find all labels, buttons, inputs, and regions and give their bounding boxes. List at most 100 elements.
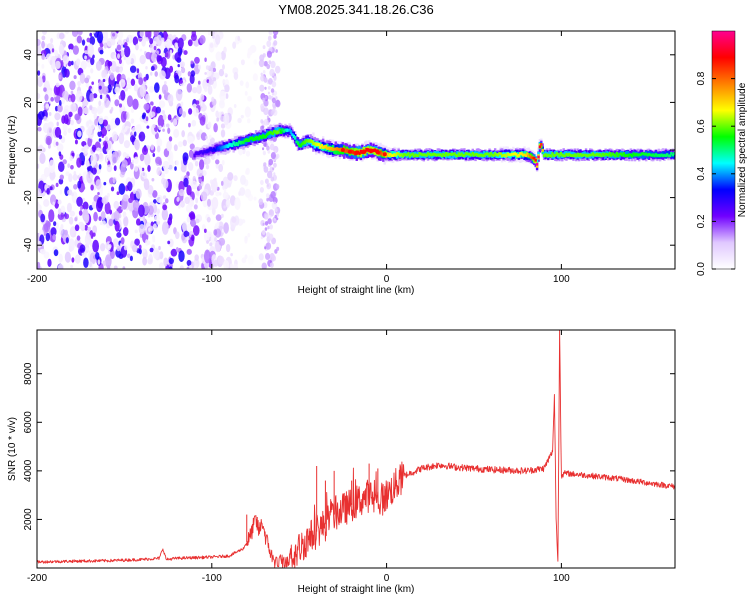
spectrogram-ridge-cell (477, 154, 480, 158)
spectrogram-ridge-cell (289, 130, 293, 134)
spectrogram-noise-speck (246, 118, 251, 124)
spectrogram-ridge-cell (491, 153, 494, 157)
spectrogram-ridge-cell (482, 154, 486, 158)
spectrogram-ridge-cell (305, 139, 308, 143)
spectrogram-noise-speck (110, 106, 114, 112)
spectrogram-noise-speck (114, 86, 121, 94)
spectrogram-ridge-cell (352, 151, 356, 155)
spectrogram-noise-speck (66, 202, 72, 213)
spectrogram-ridge-cell (603, 153, 606, 157)
spectrogram-noise-speck (59, 174, 64, 180)
spectrogram-ridge-cell (551, 153, 554, 159)
spectrogram-noise-speck (155, 156, 162, 165)
spectrogram-noise-speck (118, 103, 123, 108)
spectrogram-noise-speck (220, 50, 226, 61)
spectrogram-ridge-cell (670, 151, 673, 155)
spectrogram-noise-speck (161, 52, 166, 59)
spectrogram-band-speck (264, 221, 269, 226)
spectrogram-ridge-cell (211, 149, 214, 153)
spectrogram-noise-speck (193, 265, 197, 269)
spectrogram-noise-speck (106, 164, 113, 173)
spectrogram-noise-speck (97, 192, 100, 196)
spectrogram-noise-speck (114, 117, 121, 126)
spectrogram-ridge-cell (200, 151, 203, 158)
spectrogram-ridge-cell (394, 153, 398, 157)
spectrogram-noise-speck (223, 112, 230, 126)
spectrogram-ridge-cell (452, 152, 455, 156)
spectrogram-ridge-cell (359, 149, 363, 154)
spectrogram-ridge-cell (464, 152, 467, 155)
spectrogram-noise-speck (117, 53, 121, 59)
spectrogram-ridge-cell (400, 153, 403, 157)
spectrogram-noise-speck (112, 32, 116, 37)
spectrogram-noise-speck (130, 78, 136, 86)
spectrogram-noise-speck (206, 240, 209, 244)
spectrogram-ridge-cell (284, 128, 287, 135)
spectrogram-ridge-cell (513, 152, 516, 156)
spectrogram-noise-speck (131, 159, 135, 165)
spectrogram-noise-speck (82, 197, 86, 202)
spectrogram-noise-speck (196, 168, 204, 178)
spectrogram-band-speck (266, 115, 269, 119)
spectrogram-band-speck (273, 75, 277, 81)
spectrogram-noise-speck (230, 252, 233, 257)
spectrogram-ridge-cell (196, 151, 199, 156)
spectrogram-noise-speck (190, 234, 195, 242)
spectrogram-ridge-cell (468, 153, 472, 156)
spectrogram-ridge-cell (556, 153, 560, 159)
spectrogram-noise-speck (245, 81, 250, 89)
spectrogram-ridge-cell (533, 156, 536, 160)
spectrogram-y-ticks: -40 -20 0 20 40 (23, 49, 675, 252)
spectrogram-noise-speck (168, 238, 174, 248)
spectrogram-noise-speck (156, 138, 163, 148)
spectrogram-band-speck (267, 35, 272, 41)
spectrogram-noise-speck (101, 197, 107, 204)
spectrogram-noise-speck (244, 91, 248, 96)
spectrogram-noise-speck (77, 106, 83, 117)
spectrogram-noise-speck (166, 140, 172, 152)
figure-title: YM08.2025.341.18.26.C36 (278, 2, 433, 17)
spectrogram-noise-speck (122, 194, 130, 202)
spectrogram-noise-speck (182, 139, 187, 147)
spectrogram-noise-speck (68, 216, 74, 225)
spectrogram-ridge-cell (554, 154, 557, 157)
spectrogram-ridge-cell (278, 128, 282, 132)
spectrogram-ridge-cell (498, 152, 501, 159)
spectrogram-noise-speck (98, 85, 102, 90)
spectrogram-noise-speck (134, 238, 140, 246)
spectrogram-ridge-cell (229, 143, 233, 147)
spectrogram-noise-speck (99, 152, 103, 160)
spectrogram-ridge-cell (253, 134, 256, 140)
spectrogram-noise-speck (162, 114, 167, 121)
spectrogram-band-speck (260, 103, 265, 110)
spectrogram-noise-speck (71, 152, 75, 157)
spectrogram-ridge-cell (563, 154, 567, 158)
spectrogram-ridge-cell (287, 128, 290, 132)
spectrogram-ridge-cell (496, 153, 500, 157)
spectrogram-noise-speck (76, 157, 82, 168)
spectrogram-ridge-cell (636, 153, 639, 157)
spectrogram-band-speck (275, 96, 278, 100)
spectrogram-ridge-cell (337, 148, 340, 155)
spectrogram-band-speck (270, 151, 276, 160)
spectrogram-noise-speck (57, 199, 62, 205)
spectrogram-noise-speck (41, 35, 46, 41)
spectrogram-ridge-cell (477, 151, 480, 157)
spectrogram-ridge-cell (235, 141, 238, 146)
spectrogram-ridge-cell (270, 131, 273, 135)
spectrogram-ridge-cell (517, 153, 521, 157)
spectrogram-ridge-cell (396, 152, 399, 155)
spectrogram-ridge-cell (436, 153, 440, 157)
spectrogram-noise-speck (163, 81, 167, 85)
spectrogram-x-ticks: -200 -100 0 100 (27, 31, 570, 285)
spectrogram-band-speck (264, 227, 268, 231)
spectrogram-ridge-cell (637, 153, 641, 157)
spectrogram-ridge-cell (624, 154, 627, 158)
spectrogram-ridge-cell (298, 143, 301, 147)
spectrogram-noise-speck (233, 104, 237, 109)
spectrogram-band-speck (270, 88, 275, 94)
spectrogram-band-speck (262, 97, 266, 103)
spectrogram-ridge-cell (300, 142, 304, 146)
spectrogram-ridge-cell (391, 154, 395, 157)
spectrogram-noise-speck (247, 232, 251, 238)
